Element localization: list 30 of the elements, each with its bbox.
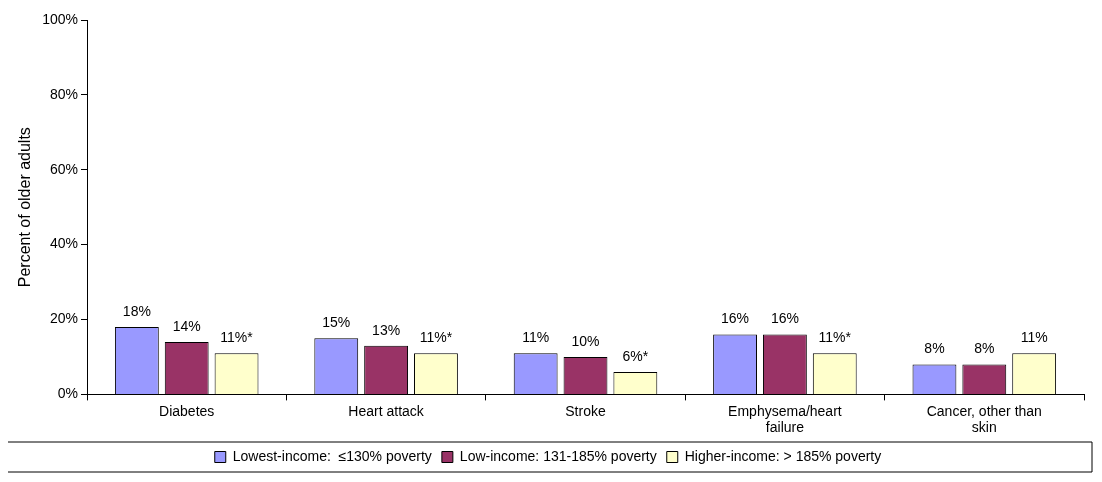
- x-tick-label: Stroke: [565, 402, 606, 419]
- legend-label: Higher-income: > 185% poverty: [684, 447, 882, 464]
- data-label: 11%*: [220, 329, 254, 346]
- y-tick-label: 20%: [49, 310, 79, 327]
- x-tick-label: Heart attack: [348, 402, 425, 419]
- data-label: 6%*: [622, 347, 649, 364]
- data-label: 13%: [372, 321, 401, 338]
- data-label: 14%: [172, 317, 201, 334]
- data-label: 10%: [571, 332, 600, 349]
- y-tick-label: 0%: [57, 385, 79, 402]
- data-label: 11%: [522, 329, 550, 346]
- data-label: 11%*: [419, 329, 453, 346]
- y-tick-label: 40%: [49, 235, 79, 252]
- y-tick-label: 100%: [42, 10, 79, 27]
- data-label: 8%: [974, 340, 995, 357]
- data-label: 15%: [322, 314, 351, 331]
- x-tick-label: Diabetes: [159, 402, 215, 419]
- data-label: 11%*: [818, 329, 852, 346]
- x-tick-label: Emphysema/heart failure: [728, 402, 842, 436]
- y-tick-label: 60%: [49, 160, 79, 177]
- data-label: 8%: [924, 340, 945, 357]
- data-label: 18%: [122, 302, 151, 319]
- y-axis-title: Percent of older adults: [16, 127, 34, 288]
- x-tick-label: Cancer, other than skin: [926, 402, 1042, 436]
- data-label: 16%: [721, 310, 750, 327]
- legend-label: Lowest-income: ≤130% poverty: [232, 447, 432, 464]
- data-label: 11%: [1020, 329, 1048, 346]
- data-label: 16%: [770, 310, 799, 327]
- y-tick-label: 80%: [49, 85, 79, 102]
- legend-label: Low-income: 131-185% poverty: [459, 447, 657, 464]
